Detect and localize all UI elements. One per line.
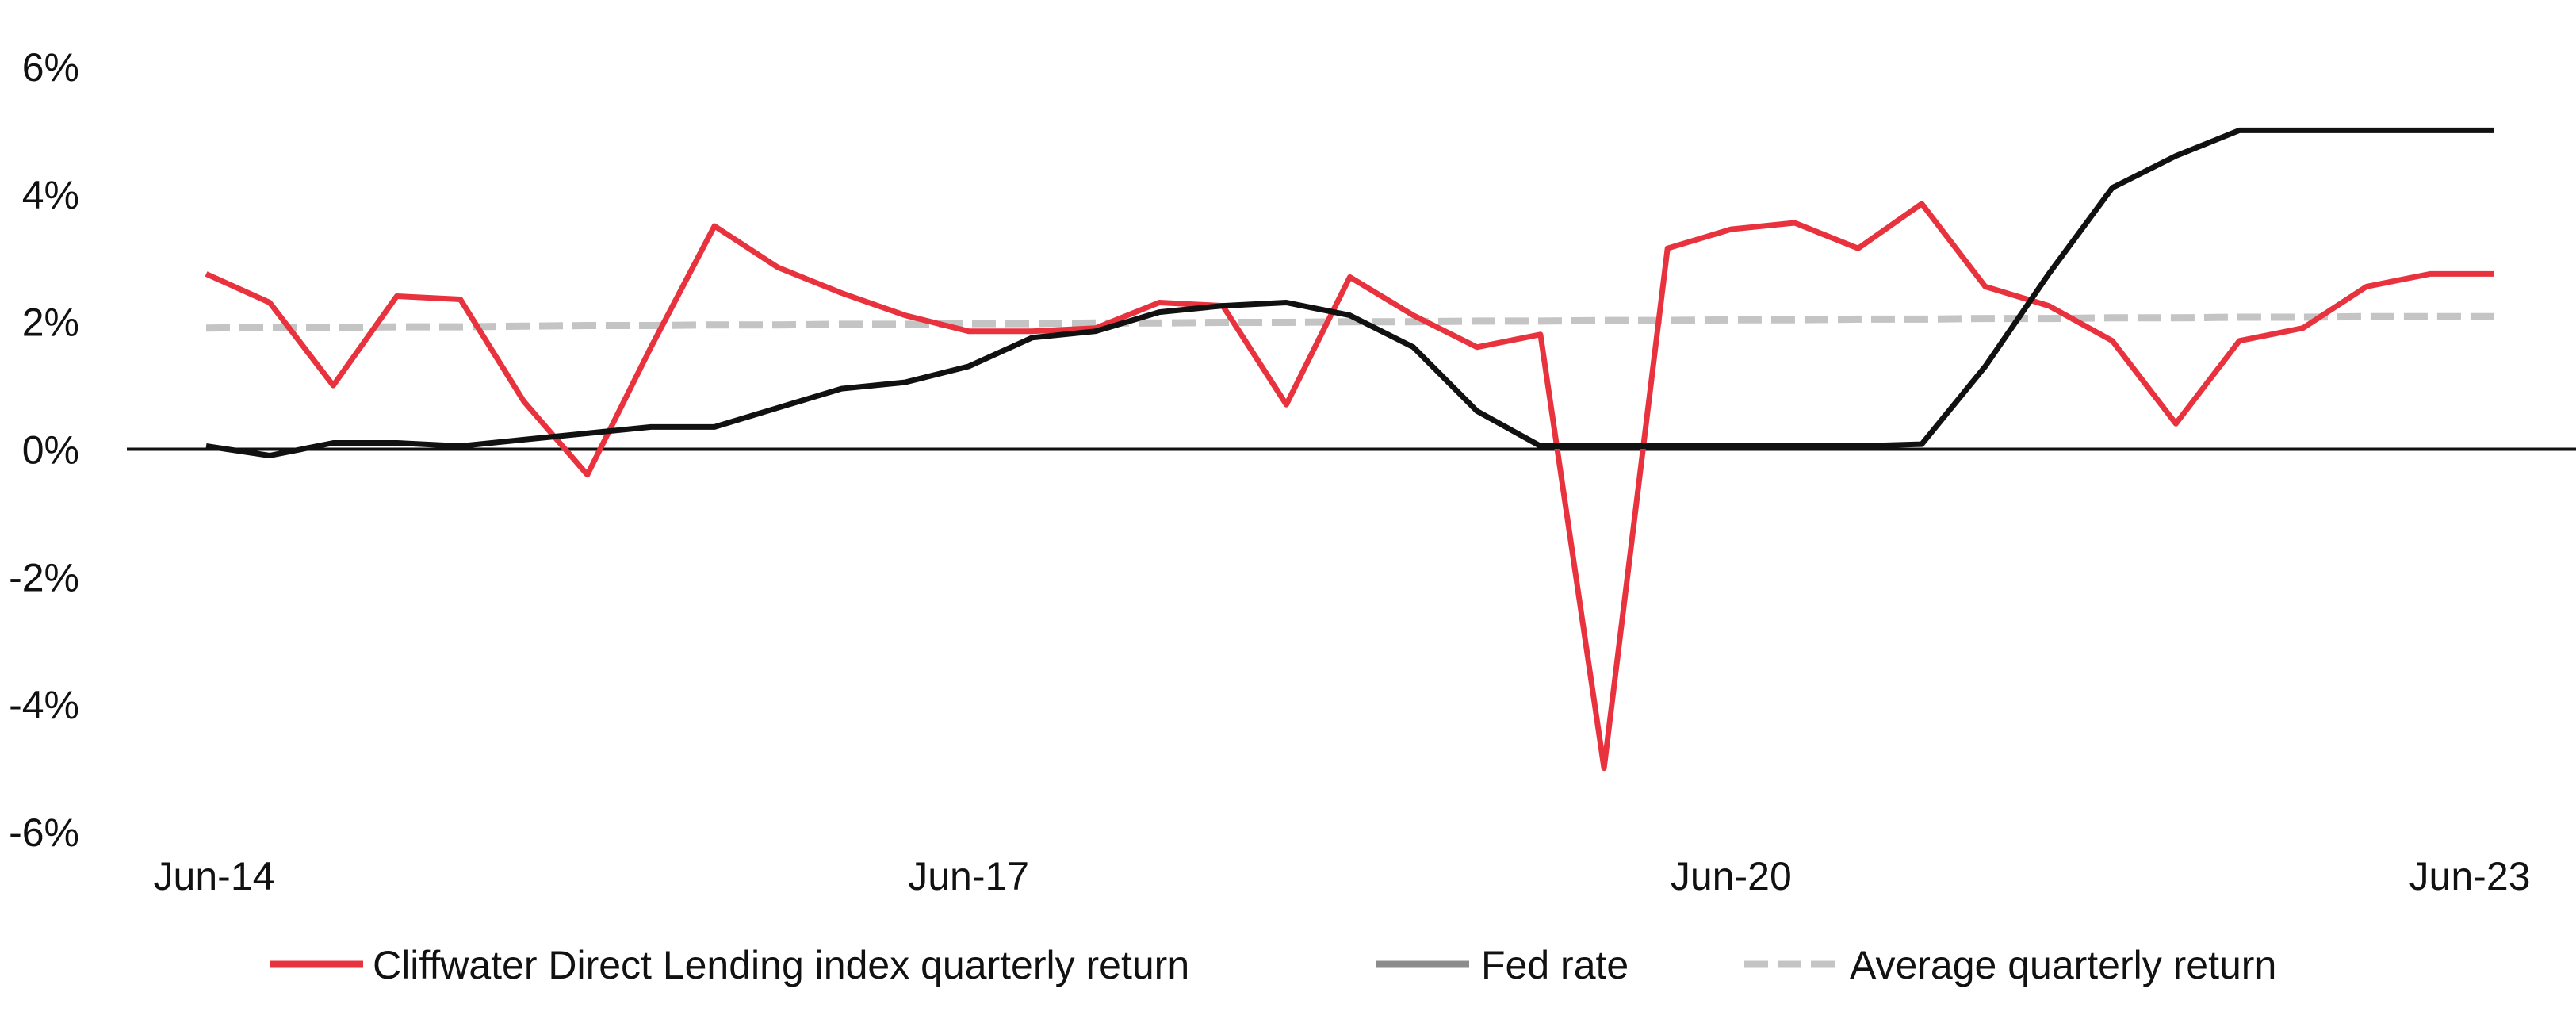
y-axis: 6% 4% 2% 0% -2% -4% -6% xyxy=(9,45,79,855)
legend: Cliffwater Direct Lending index quarterl… xyxy=(270,943,2276,987)
series-layer xyxy=(205,127,2494,772)
series-line-fed-rate xyxy=(205,127,2494,458)
legend-item: Average quarterly return xyxy=(1744,943,2276,987)
series-line-cliffwater-direct-lending-index-quarterly-return xyxy=(205,201,2494,772)
y-tick-label: 2% xyxy=(22,301,79,345)
legend-label: Fed rate xyxy=(1481,943,1629,987)
x-tick-label: Jun-20 xyxy=(1671,854,1792,898)
x-tick-label: Jun-14 xyxy=(154,854,275,898)
y-tick-label: -6% xyxy=(9,810,79,855)
legend-item: Fed rate xyxy=(1376,943,1629,987)
legend-item: Cliffwater Direct Lending index quarterl… xyxy=(270,943,1189,987)
x-tick-label: Jun-23 xyxy=(2409,854,2531,898)
series-line-average-quarterly-return xyxy=(205,312,2494,332)
x-axis: Jun-14 Jun-17 Jun-20 Jun-23 xyxy=(154,854,2531,898)
y-tick-label: -2% xyxy=(9,555,79,600)
y-tick-label: 0% xyxy=(22,428,79,473)
legend-label: Average quarterly return xyxy=(1850,943,2276,987)
legend-label: Cliffwater Direct Lending index quarterl… xyxy=(373,943,1189,987)
x-tick-label: Jun-17 xyxy=(908,854,1029,898)
y-tick-label: 6% xyxy=(22,45,79,90)
y-tick-label: -4% xyxy=(9,683,79,727)
y-tick-label: 4% xyxy=(22,173,79,217)
